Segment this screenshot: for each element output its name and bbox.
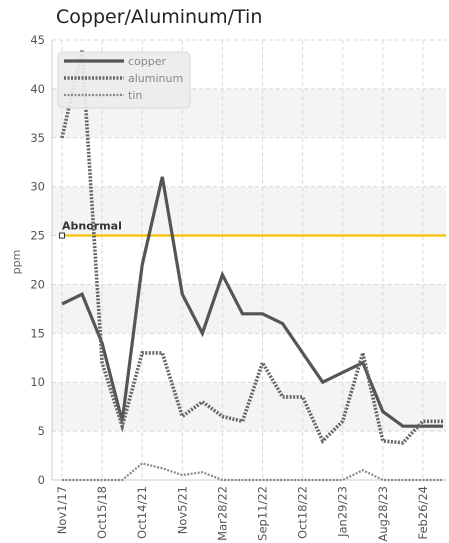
y-tick-label: 35 xyxy=(30,131,45,145)
x-tick-label: Sep11/22 xyxy=(256,486,270,541)
y-axis-label: ppm xyxy=(10,250,23,275)
x-tick-label: Jan29/23 xyxy=(336,486,350,538)
series-lines xyxy=(60,49,443,482)
series-line-aluminum xyxy=(60,49,443,445)
y-tick-label: 30 xyxy=(30,180,45,194)
legend-label-aluminum: aluminum xyxy=(128,72,183,85)
x-tick-label: Oct15/18 xyxy=(95,486,109,539)
legend: copper aluminum tin xyxy=(57,51,191,109)
x-tick-labels: Nov1/17 Oct15/18 Oct14/21 Nov5/21 Mar28/22 Se… xyxy=(55,486,430,542)
x-tick-label: Oct18/22 xyxy=(296,486,310,539)
legend-label-tin: tin xyxy=(128,89,142,102)
y-tick-label: 15 xyxy=(30,326,45,340)
y-tick-label: 10 xyxy=(30,375,45,389)
y-tick-label: 5 xyxy=(38,424,45,438)
x-tick-label: Oct14/21 xyxy=(135,486,149,539)
plot-band xyxy=(52,186,446,236)
legend-box xyxy=(57,51,191,109)
y-tick-label: 40 xyxy=(30,82,45,96)
x-tick-label: Nov1/17 xyxy=(55,486,69,534)
plot-band xyxy=(52,284,446,334)
x-tick-label: Feb26/24 xyxy=(416,486,430,540)
chart-title: Copper/Aluminum/Tin xyxy=(56,6,263,28)
y-tick-label: 25 xyxy=(30,229,45,243)
y-tick-label: 45 xyxy=(30,33,45,47)
legend-label-copper: copper xyxy=(128,55,167,68)
y-tick-label: 0 xyxy=(38,473,45,487)
y-tick-label: 20 xyxy=(30,277,45,291)
series-line-tin xyxy=(62,462,443,482)
x-tick-label: Aug28/23 xyxy=(376,486,390,542)
threshold-marker xyxy=(59,232,65,239)
y-tick-labels: 0 5 10 15 20 25 30 35 40 45 xyxy=(30,33,45,487)
series-line-copper xyxy=(61,176,443,428)
x-tick-label: Mar28/22 xyxy=(215,486,229,541)
x-tick-label: Nov5/21 xyxy=(175,486,189,534)
